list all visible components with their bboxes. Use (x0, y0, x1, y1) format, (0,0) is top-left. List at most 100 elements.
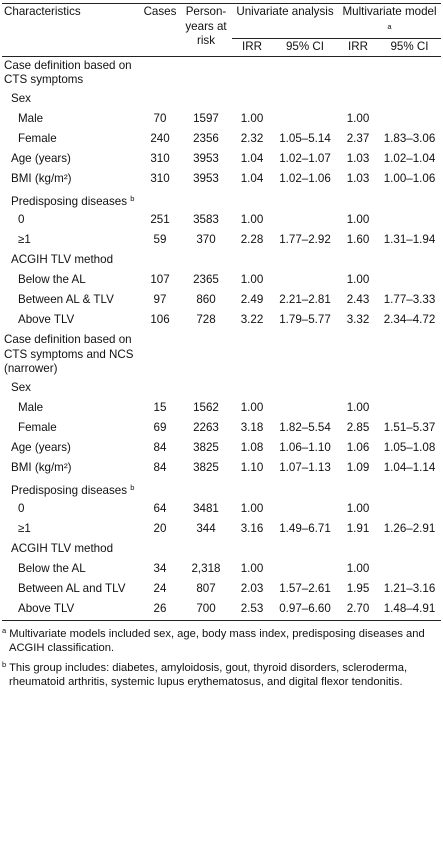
table-row: Above TLV 26 700 2.53 0.97–6.60 2.70 1.48–4.91 (2, 600, 442, 621)
table-row: Age (years) 310 3953 1.04 1.02–1.07 1.03 1.02–… (2, 150, 441, 170)
label-text: BMI (kg/m²) (11, 171, 72, 185)
table-cell: 1.77–2.92 (279, 233, 331, 246)
row-label: Below the AL (2, 271, 140, 291)
table-cell (338, 331, 378, 379)
table-cell (378, 479, 441, 501)
table-cell: 15 (153, 400, 167, 414)
table-cell: 1.00 (346, 213, 370, 226)
label-text: ≥1 (18, 522, 31, 535)
header-cell: 95% CI (272, 38, 338, 57)
label-text: Above TLV (18, 313, 75, 326)
table-cell: 1597 (193, 111, 219, 125)
table-cell (140, 331, 180, 379)
table-cell (338, 379, 378, 399)
table-cell: 3953 (193, 171, 219, 185)
table-row: Male 15 1562 1.00 1.00 (2, 399, 441, 419)
table-cell: 310 (150, 171, 170, 185)
table-cell: 1562 (193, 400, 219, 414)
table-cell: 370 (196, 233, 216, 246)
table-row: ≥1 59 370 2.28 1.77–2.92 1.60 1.31–1.94 (2, 231, 441, 251)
row-label: 0 (2, 211, 140, 231)
table-cell: 3953 (193, 151, 219, 165)
table-cell: 1.00 (346, 111, 370, 125)
table-cell: 1.48–4.91 (378, 600, 442, 621)
table-cell: 3825 (193, 460, 219, 474)
footnote-marker: b (2, 660, 7, 669)
table-cell: 1.00 (346, 562, 370, 575)
row-label: Male (2, 399, 140, 419)
table-cell: 1.03 (346, 151, 370, 165)
table-row: Below the AL 107 2365 1.00 1.00 (2, 271, 441, 291)
label-text: Predisposing diseases (11, 194, 128, 208)
table-cell: 84 (153, 460, 167, 474)
row-label: Below the AL (2, 560, 140, 580)
table-cell (338, 479, 378, 501)
table-cell: 700 (180, 600, 232, 621)
table: Characteristics Cases Person-years at ri… (2, 3, 442, 621)
table-cell (272, 379, 338, 399)
table-cell (180, 90, 232, 110)
table-cell: 3583 (193, 213, 219, 226)
table-cell: 1.95 (346, 582, 370, 595)
table-cell: 344 (196, 522, 216, 535)
table-cell (378, 110, 441, 130)
table-row: Below the AL 34 2,318 1.00 1.00 (2, 560, 441, 580)
table-cell: 1.57–2.61 (279, 582, 331, 595)
row-label: Female (2, 130, 140, 150)
row-label: Case definition based on CTS symptoms (2, 56, 140, 90)
row-label: Age (years) (2, 150, 140, 170)
label-text: Below the AL (18, 273, 86, 286)
table-cell: 59 (153, 233, 167, 246)
table-row: BMI (kg/m²) 310 3953 1.04 1.02–1.06 1.03 1.00–… (2, 170, 441, 190)
table-cell (180, 540, 232, 560)
table-cell: 1.04–1.14 (383, 460, 436, 474)
table-row: Sex (2, 379, 441, 399)
table-cell (378, 540, 441, 560)
label-text: Sex (11, 380, 31, 394)
table-cell: 34 (153, 562, 167, 575)
table-cell: 2.32 (240, 131, 264, 145)
table-cell: 1.00 (240, 213, 264, 226)
table-cell (272, 190, 338, 212)
table-cell (338, 90, 378, 110)
table-cell: 240 (150, 131, 170, 145)
table-cell (140, 56, 180, 90)
row-label: Case definition based on CTS symptoms an… (2, 331, 140, 379)
row-label: Age (years) (2, 439, 140, 459)
footnote-marker: b (130, 193, 135, 203)
table-cell: 1.04 (240, 151, 264, 165)
table-cell (272, 110, 338, 130)
table-cell (272, 479, 338, 501)
table-cell: 1.00 (240, 111, 264, 125)
table-row: 0 251 3583 1.00 1.00 (2, 211, 441, 231)
header-cell: IRR (338, 38, 378, 57)
label-text: Female (18, 420, 57, 434)
row-label: Male (2, 110, 140, 130)
table-cell (232, 56, 272, 90)
table-cell: 1.00 (240, 502, 264, 515)
table-cell: 1.02–1.06 (279, 171, 331, 185)
table-cell: 3481 (193, 502, 219, 515)
header-cell: Multivariate model a (338, 3, 442, 39)
table-row: Case definition based on CTS symptoms (2, 56, 441, 90)
table-cell: 1.07–1.13 (279, 460, 331, 474)
table-row: Predisposing diseases b (2, 479, 441, 501)
table-row: Female 240 2356 2.32 1.05–5.14 2.37 1.83–3.06 (2, 130, 441, 150)
label-text: BMI (kg/m²) (11, 460, 72, 474)
table-cell (338, 251, 378, 271)
table-cell: 2356 (193, 131, 219, 145)
table-cell: 20 (153, 522, 167, 535)
table-cell: 3825 (193, 440, 219, 454)
table-cell (378, 56, 441, 90)
header-row: Characteristics Cases Person-years at ri… (2, 3, 442, 57)
table-cell: 860 (196, 293, 216, 306)
table-cell (378, 331, 441, 379)
table-cell: 2263 (193, 420, 219, 434)
table-cell: 2.28 (240, 233, 264, 246)
table-cell (272, 540, 338, 560)
table-cell: 1.51–5.37 (383, 420, 436, 434)
table-cell (272, 399, 338, 419)
table-cell: 310 (150, 151, 170, 165)
table-cell: 1.00 (346, 502, 370, 515)
label-text: Between AL and TLV (18, 582, 126, 595)
